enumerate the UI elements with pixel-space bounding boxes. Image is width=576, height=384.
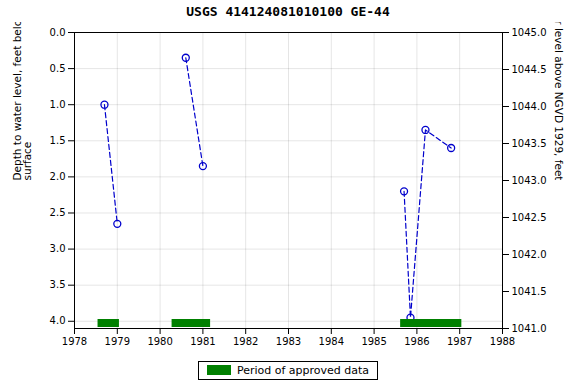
svg-text:1042.5: 1042.5 — [512, 212, 547, 223]
svg-text:1985: 1985 — [361, 336, 386, 347]
svg-text:1980: 1980 — [147, 336, 172, 347]
svg-text:0.5: 0.5 — [50, 63, 66, 74]
svg-text:1043.5: 1043.5 — [512, 138, 547, 149]
html-text:Period of approved data: Period of approved data — [236, 363, 370, 377]
svg-text:1988: 1988 — [490, 336, 515, 347]
svg-text:1.5: 1.5 — [50, 135, 66, 146]
svg-text:1045.0: 1045.0 — [512, 27, 547, 38]
svg-text:1042.0: 1042.0 — [512, 249, 547, 260]
svg-text:Depth to water level, feet bel: Depth to water level, feet below landsur… — [11, 22, 34, 181]
svg-text:4.0: 4.0 — [50, 315, 66, 326]
svg-text:1983: 1983 — [276, 336, 301, 347]
svg-text:1.0: 1.0 — [50, 99, 66, 110]
svg-text:2.0: 2.0 — [50, 171, 66, 182]
svg-text:1979: 1979 — [105, 336, 130, 347]
svg-text:1041.0: 1041.0 — [512, 323, 547, 334]
svg-text:1044.5: 1044.5 — [512, 64, 547, 75]
svg-text:1981: 1981 — [190, 336, 215, 347]
svg-text:2.5: 2.5 — [50, 207, 66, 218]
svg-text:1041.5: 1041.5 — [512, 286, 547, 297]
svg-text:1043.0: 1043.0 — [512, 175, 547, 186]
html-text:USGS 414124081010100 GE-44: USGS 414124081010100 GE-44 — [186, 4, 390, 19]
svg-text:3.5: 3.5 — [50, 279, 66, 290]
svg-text:1978: 1978 — [62, 336, 87, 347]
svg-text:0.0: 0.0 — [50, 27, 66, 38]
svg-text:1044.0: 1044.0 — [512, 101, 547, 112]
svg-text:1987: 1987 — [447, 336, 472, 347]
svg-text:3.0: 3.0 — [50, 243, 66, 254]
svg-text:1986: 1986 — [404, 336, 429, 347]
svg-text:Groundwater level above NGVD 1: Groundwater level above NGVD 1929, feet — [553, 22, 565, 181]
svg-text:1982: 1982 — [233, 336, 258, 347]
svg-text:1984: 1984 — [319, 336, 344, 347]
